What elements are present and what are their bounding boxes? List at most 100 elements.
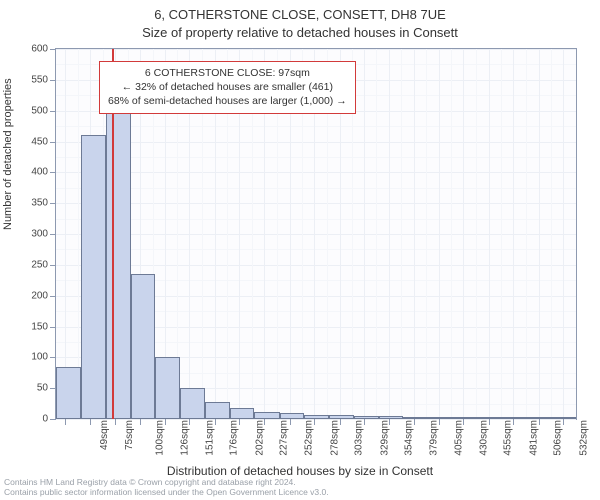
x-tick — [115, 419, 116, 425]
gridline-h — [56, 234, 576, 235]
histogram-bar — [403, 417, 429, 419]
x-tick — [165, 419, 166, 425]
y-tick — [50, 234, 56, 235]
histogram-bar — [528, 417, 553, 419]
x-tick-label: 430sqm — [478, 420, 489, 456]
x-tick-label: 176sqm — [229, 420, 240, 456]
gridline-v — [389, 49, 390, 419]
y-tick — [50, 327, 56, 328]
gridline-v-minor — [451, 49, 452, 419]
x-tick — [239, 419, 240, 425]
histogram-bar — [429, 417, 454, 419]
x-tick-label: 329sqm — [379, 420, 390, 456]
title-line2: Size of property relative to detached ho… — [0, 24, 600, 42]
y-tick — [50, 49, 56, 50]
x-tick — [439, 419, 440, 425]
x-tick — [539, 419, 540, 425]
x-tick-label: 49sqm — [99, 420, 110, 450]
gridline-v — [414, 49, 415, 419]
y-tick — [50, 265, 56, 266]
gridline-h — [56, 265, 576, 266]
y-tick-label: 200 — [16, 290, 48, 301]
y-tick — [50, 80, 56, 81]
y-tick — [50, 296, 56, 297]
x-tick-label: 202sqm — [255, 420, 266, 456]
histogram-bar — [280, 413, 305, 419]
gridline-v-minor — [476, 49, 477, 419]
gridline-v — [364, 49, 365, 419]
y-tick-label: 150 — [16, 321, 48, 332]
histogram-bar — [379, 416, 404, 419]
x-tick-label: 126sqm — [180, 420, 191, 456]
gridline-v-minor — [376, 49, 377, 419]
gridline-v-minor — [401, 49, 402, 419]
gridline-v-minor — [551, 49, 552, 419]
y-tick-label: 0 — [16, 414, 48, 425]
histogram-bar — [205, 402, 230, 419]
histogram-bar — [354, 416, 379, 419]
gridline-v — [463, 49, 464, 419]
x-tick-label: 252sqm — [304, 420, 315, 456]
figure-root: 6, COTHERSTONE CLOSE, CONSETT, DH8 7UE S… — [0, 0, 600, 500]
footer-line2: Contains public sector information licen… — [4, 487, 329, 497]
x-tick — [489, 419, 490, 425]
y-tick — [50, 419, 56, 420]
gridline-h-minor — [56, 188, 576, 189]
x-tick-label: 532sqm — [578, 420, 589, 456]
y-tick-label: 450 — [16, 136, 48, 147]
x-tick-label: 227sqm — [279, 420, 290, 456]
x-tick — [65, 419, 66, 425]
histogram-bar — [155, 357, 180, 419]
x-tick — [414, 419, 415, 425]
gridline-v — [539, 49, 540, 419]
y-tick-label: 250 — [16, 259, 48, 270]
histogram-bar — [478, 417, 504, 419]
x-tick — [563, 419, 564, 425]
x-tick-label: 303sqm — [354, 420, 365, 456]
x-tick — [90, 419, 91, 425]
histogram-bar — [230, 408, 255, 419]
gridline-h-minor — [56, 219, 576, 220]
gridline-h — [56, 142, 576, 143]
x-tick-label: 100sqm — [154, 420, 165, 456]
y-tick-label: 500 — [16, 105, 48, 116]
gridline-v-minor — [501, 49, 502, 419]
gridline-v-minor — [526, 49, 527, 419]
gridline-v-minor — [426, 49, 427, 419]
footer-attribution: Contains HM Land Registry data © Crown c… — [4, 477, 329, 498]
y-tick-label: 550 — [16, 74, 48, 85]
gridline-h-minor — [56, 249, 576, 250]
x-tick-label: 481sqm — [528, 420, 539, 456]
y-tick-label: 350 — [16, 198, 48, 209]
annotation-line1: 6 COTHERSTONE CLOSE: 97sqm — [108, 66, 347, 80]
y-tick-label: 50 — [16, 383, 48, 394]
histogram-bar — [552, 417, 576, 419]
x-tick — [189, 419, 190, 425]
histogram-bar — [453, 417, 478, 419]
y-tick-label: 600 — [16, 44, 48, 55]
x-tick — [513, 419, 514, 425]
histogram-bar — [180, 388, 206, 419]
annotation-box: 6 COTHERSTONE CLOSE: 97sqm ← 32% of deta… — [99, 61, 356, 114]
x-tick — [364, 419, 365, 425]
y-tick-label: 100 — [16, 352, 48, 363]
x-tick — [314, 419, 315, 425]
gridline-v — [439, 49, 440, 419]
gridline-v — [563, 49, 564, 419]
x-tick — [340, 419, 341, 425]
gridline-h-minor — [56, 126, 576, 127]
title-line1: 6, COTHERSTONE CLOSE, CONSETT, DH8 7UE — [0, 6, 600, 24]
footer-line1: Contains HM Land Registry data © Crown c… — [4, 477, 296, 487]
y-tick — [50, 357, 56, 358]
x-tick — [463, 419, 464, 425]
histogram-bar — [106, 77, 131, 419]
histogram-bar — [81, 135, 107, 419]
x-tick-label: 379sqm — [428, 420, 439, 456]
x-tick-label: 151sqm — [204, 420, 215, 456]
x-tick-label: 506sqm — [553, 420, 564, 456]
histogram-bar — [131, 274, 156, 419]
gridline-v — [65, 49, 66, 419]
gridline-h — [56, 203, 576, 204]
x-tick — [389, 419, 390, 425]
y-tick — [50, 203, 56, 204]
